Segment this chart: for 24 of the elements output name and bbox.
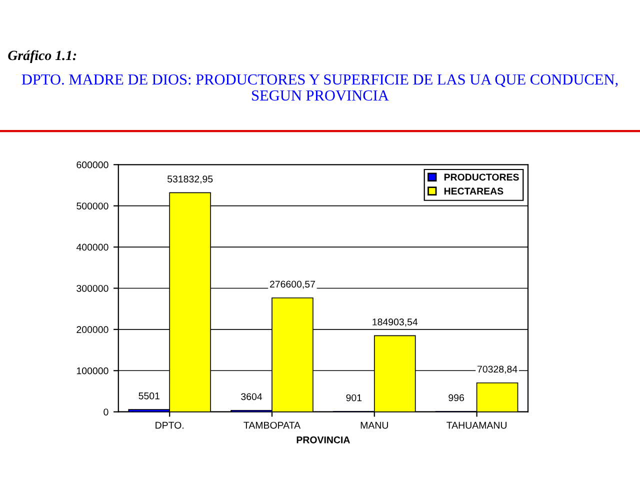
- legend-label: PRODUCTORES: [444, 174, 519, 181]
- y-tick-label: 100000: [76, 367, 108, 374]
- y-tick-label: 500000: [76, 202, 108, 210]
- x-tick-label: MANU: [360, 422, 388, 429]
- chart-title: DPTO. MADRE DE DIOS: PRODUCTORES Y SUPERFICIE DE LAS UA QUE CONDUCEN, SEGUN PROVINCIA: [22, 74, 618, 101]
- x-tick-label: TAMBOPATA: [244, 422, 301, 429]
- text: Gráfico 1.1:: [8, 50, 76, 63]
- y-tick-label: 600000: [76, 161, 108, 168]
- data-label: 276600,57: [270, 280, 315, 289]
- x-axis-title: PROVINCIA: [296, 436, 350, 444]
- data-label: 901: [346, 394, 362, 402]
- data-label: 5501: [138, 392, 160, 400]
- data-label: 3604: [241, 393, 262, 400]
- data-label: 531832,95: [167, 176, 213, 184]
- y-tick-label: 300000: [76, 284, 108, 292]
- data-label: 996: [448, 394, 464, 402]
- y-tick-label: 0: [104, 408, 108, 416]
- legend-label: HECTAREAS: [444, 188, 504, 195]
- data-label: 184903,54: [372, 318, 418, 327]
- y-tick-label: 400000: [76, 244, 108, 251]
- y-tick-label: 200000: [76, 326, 108, 334]
- data-label: 70328,84: [478, 366, 518, 374]
- x-tick-label: DPTO.: [156, 422, 184, 429]
- x-tick-label: TAHUAMANU: [446, 422, 506, 429]
